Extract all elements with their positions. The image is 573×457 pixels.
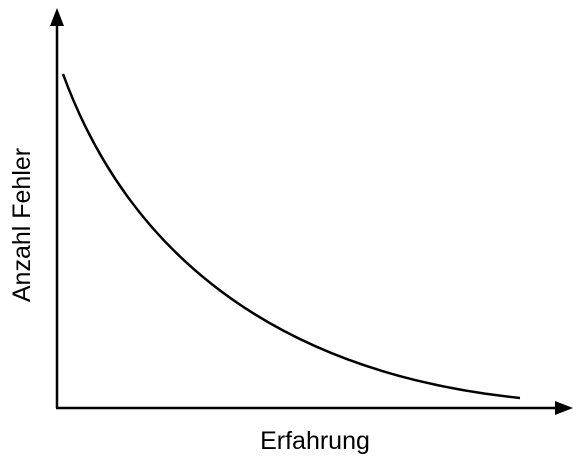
y-axis-label: Anzahl Fehler: [8, 148, 36, 302]
x-axis-arrow: [555, 401, 573, 415]
curve: [61, 73, 521, 400]
x-axis-label: Erfahrung: [260, 427, 370, 455]
y-axis-arrow: [50, 8, 64, 26]
